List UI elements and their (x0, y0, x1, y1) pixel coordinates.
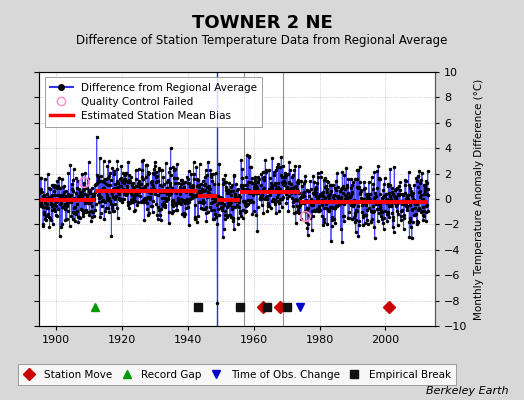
Y-axis label: Monthly Temperature Anomaly Difference (°C): Monthly Temperature Anomaly Difference (… (474, 78, 484, 320)
Text: TOWNER 2 NE: TOWNER 2 NE (192, 14, 332, 32)
Text: Berkeley Earth: Berkeley Earth (426, 386, 508, 396)
Text: Difference of Station Temperature Data from Regional Average: Difference of Station Temperature Data f… (77, 34, 447, 47)
Legend: Station Move, Record Gap, Time of Obs. Change, Empirical Break: Station Move, Record Gap, Time of Obs. C… (18, 364, 456, 385)
